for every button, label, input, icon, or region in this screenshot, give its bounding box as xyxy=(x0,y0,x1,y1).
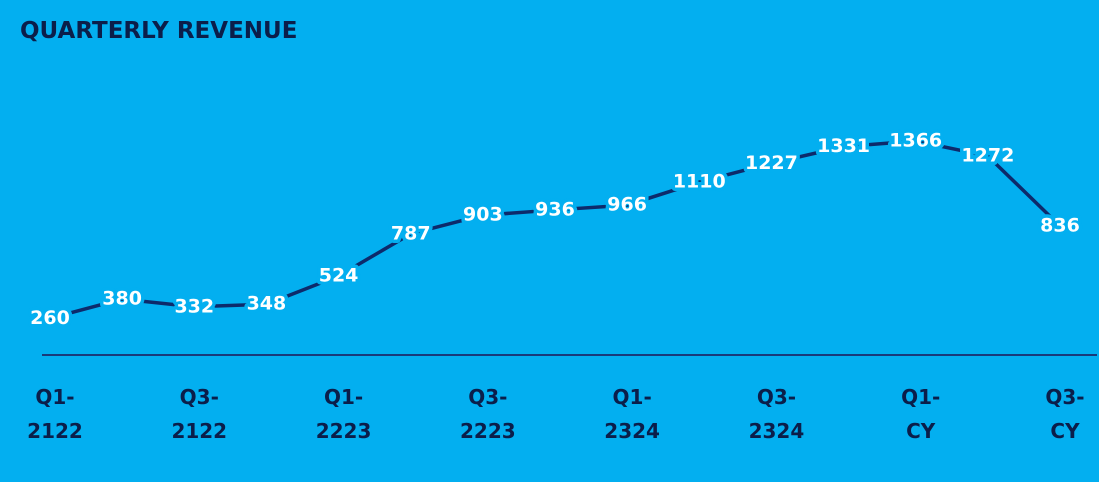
chart-title: QUARTERLY REVENUE xyxy=(20,18,297,44)
data-label: 348 xyxy=(247,293,287,315)
x-tick-label: Q1-2324 xyxy=(604,385,660,443)
series-line xyxy=(49,139,1062,321)
data-label: 524 xyxy=(319,264,359,286)
data-label: 1227 xyxy=(745,152,798,174)
data-label: 1331 xyxy=(817,135,870,157)
x-tick-label: Q3-2122 xyxy=(171,385,228,443)
data-label: 332 xyxy=(174,295,214,317)
data-label: 787 xyxy=(391,222,431,244)
data-label: 836 xyxy=(1040,214,1080,236)
data-label: 966 xyxy=(607,194,647,216)
data-label: 936 xyxy=(535,198,575,220)
data-label: 1366 xyxy=(889,130,942,152)
x-tick-label: Q1-CY xyxy=(901,385,941,443)
x-tick-label: Q3-2324 xyxy=(748,385,805,443)
data-label: 903 xyxy=(463,204,503,226)
x-tick-label: Q3-CY xyxy=(1045,385,1085,443)
x-tick-label: Q1-2223 xyxy=(315,385,372,443)
data-label: 1272 xyxy=(961,145,1014,167)
data-label: 1110 xyxy=(673,171,726,193)
data-label: 380 xyxy=(102,288,142,310)
x-tick-label: Q1-2122 xyxy=(27,385,83,443)
data-label: 260 xyxy=(30,307,70,329)
x-tick-label: Q3-2223 xyxy=(460,385,516,443)
